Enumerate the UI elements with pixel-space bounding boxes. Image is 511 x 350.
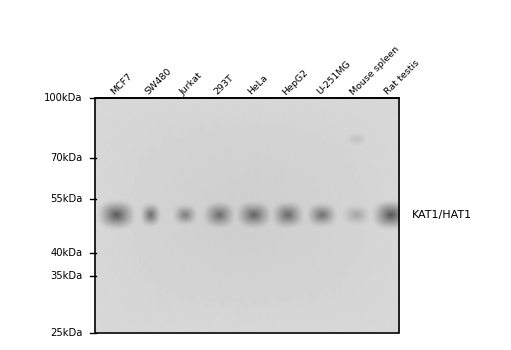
Text: SW480: SW480 xyxy=(144,67,174,97)
Text: U-251MG: U-251MG xyxy=(315,60,352,97)
Text: 100kDa: 100kDa xyxy=(44,93,82,103)
Text: 55kDa: 55kDa xyxy=(50,194,82,204)
Text: KAT1/HAT1: KAT1/HAT1 xyxy=(412,210,472,220)
Text: HepG2: HepG2 xyxy=(281,68,310,97)
Text: HeLa: HeLa xyxy=(246,74,270,97)
Text: Rat testis: Rat testis xyxy=(383,59,421,97)
Text: 293T: 293T xyxy=(212,74,236,97)
Text: 35kDa: 35kDa xyxy=(50,271,82,281)
Text: Jurkat: Jurkat xyxy=(178,71,204,97)
Text: Mouse spleen: Mouse spleen xyxy=(349,44,401,97)
Text: 40kDa: 40kDa xyxy=(50,248,82,258)
Text: MCF7: MCF7 xyxy=(109,72,134,97)
Text: 70kDa: 70kDa xyxy=(50,153,82,163)
Text: 25kDa: 25kDa xyxy=(50,328,82,337)
